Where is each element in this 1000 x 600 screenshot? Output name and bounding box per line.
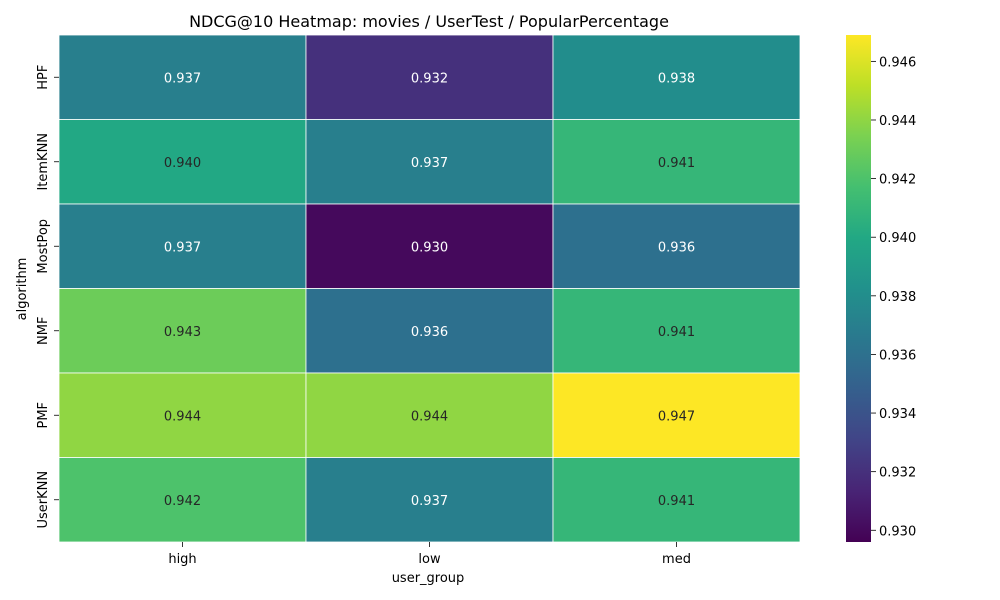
colorbar-gradient [846,35,871,542]
cell-value-label: 0.941 [658,156,695,171]
heatmap-cell [58,34,307,120]
x-tick-label: high [168,552,196,567]
x-tick-label: med [662,552,691,567]
cell-value-label: 0.944 [164,409,201,424]
heatmap-cell [552,119,801,205]
cell-value-label: 0.937 [411,156,448,171]
y-tick-label: PMF [36,402,51,429]
cell-value-label: 0.937 [411,494,448,509]
heatmap-cell [305,119,554,205]
cell-value-label: 0.940 [164,156,201,171]
x-axis-label: user_group [392,571,465,586]
heatmap-cells [58,34,801,543]
heatmap-cell [58,288,307,374]
cell-value-label: 0.941 [658,494,695,509]
cell-value-label: 0.936 [658,240,695,255]
colorbar-tick-label: 0.942 [879,173,916,188]
heatmap-cell [58,372,307,458]
cell-value-label: 0.937 [164,240,201,255]
heatmap-cell [305,34,554,120]
colorbar: 0.930 0.932 0.934 0.936 0.938 0.940 0.942 0.944… [846,35,916,542]
cell-value-label: 0.947 [658,409,695,424]
heatmap-cell [58,203,307,289]
cell-value-label: 0.938 [658,71,695,86]
y-tick-label: HPF [36,65,51,90]
cell-value-label: 0.930 [411,240,448,255]
colorbar-tick-label: 0.930 [879,524,916,539]
cell-value-label: 0.941 [658,325,695,340]
colorbar-tick-label: 0.940 [879,231,916,246]
heatmap-cell [552,457,801,543]
heatmap-cell [552,372,801,458]
heatmap-cell [552,34,801,120]
x-tick-label: low [418,552,441,567]
y-tick-label: ItemKNN [36,133,51,191]
heatmap-cell-labels: 0.937 0.932 0.938 0.940 0.937 0.941 0.937 0.930… [164,71,695,509]
colorbar-tick-label: 0.932 [879,466,916,481]
x-axis: high low med [168,542,691,567]
cell-value-label: 0.937 [164,71,201,86]
chart-title: NDCG@10 Heatmap: movies / UserTest / Pop… [189,12,669,31]
colorbar-tick-label: 0.936 [879,348,916,363]
y-axis-label: algorithm [15,258,30,321]
cell-value-label: 0.944 [411,409,448,424]
y-tick-label: NMF [36,317,51,345]
y-axis: HPF ItemKNN MostPop NMF PMF UserKNN [36,65,59,529]
heatmap-cell [305,203,554,289]
y-tick-label: UserKNN [36,471,51,529]
heatmap-cell [58,119,307,205]
cell-value-label: 0.936 [411,325,448,340]
colorbar-tick-label: 0.944 [879,114,916,129]
colorbar-tick-label: 0.938 [879,290,916,305]
heatmap-cell [552,288,801,374]
colorbar-tick-label: 0.946 [879,55,916,70]
cell-value-label: 0.943 [164,325,201,340]
cell-value-label: 0.932 [411,71,448,86]
y-tick-label: MostPop [36,219,51,274]
cell-value-label: 0.942 [164,494,201,509]
heatmap-cell [305,372,554,458]
colorbar-tick-label: 0.934 [879,407,916,422]
heatmap-cell [305,457,554,543]
